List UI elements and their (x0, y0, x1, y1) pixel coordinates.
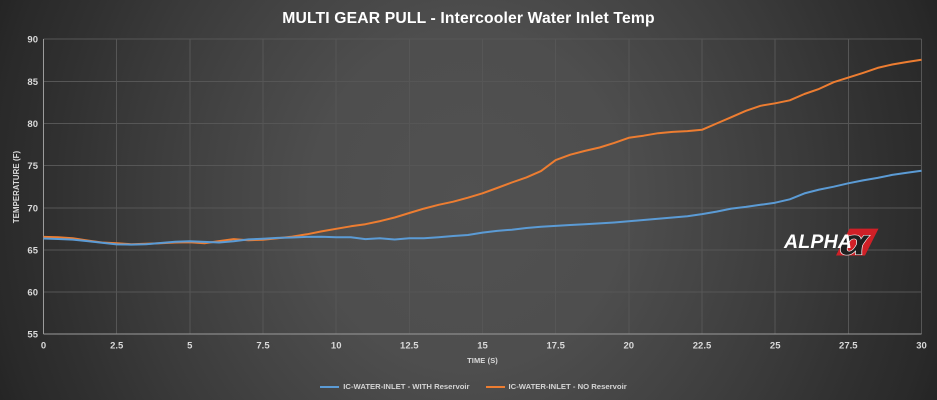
svg-text:0: 0 (41, 341, 46, 352)
svg-text:17.5: 17.5 (546, 341, 565, 352)
svg-text:65: 65 (27, 245, 38, 256)
svg-text:30: 30 (916, 341, 927, 352)
svg-text:10: 10 (331, 341, 342, 352)
svg-text:55: 55 (27, 330, 38, 341)
svg-text:15: 15 (477, 341, 488, 352)
svg-text:25: 25 (770, 341, 781, 352)
svg-text:ALPHA: ALPHA (783, 231, 852, 253)
svg-text:60: 60 (27, 288, 38, 299)
svg-text:90: 90 (27, 35, 38, 46)
svg-text:22.5: 22.5 (693, 341, 712, 352)
svg-text:80: 80 (27, 119, 38, 130)
svg-text:12.5: 12.5 (400, 341, 419, 352)
svg-text:75: 75 (27, 161, 38, 172)
svg-text:TEMPERATURE (F): TEMPERATURE (F) (12, 151, 21, 224)
svg-text:70: 70 (27, 203, 38, 214)
svg-text:27.5: 27.5 (839, 341, 858, 352)
svg-text:20: 20 (624, 341, 635, 352)
svg-text:85: 85 (27, 77, 38, 88)
svg-text:5: 5 (187, 341, 193, 352)
svg-text:2.5: 2.5 (110, 341, 124, 352)
svg-text:α: α (837, 223, 872, 263)
svg-text:7.5: 7.5 (256, 341, 270, 352)
svg-text:TIME (S): TIME (S) (467, 356, 498, 365)
